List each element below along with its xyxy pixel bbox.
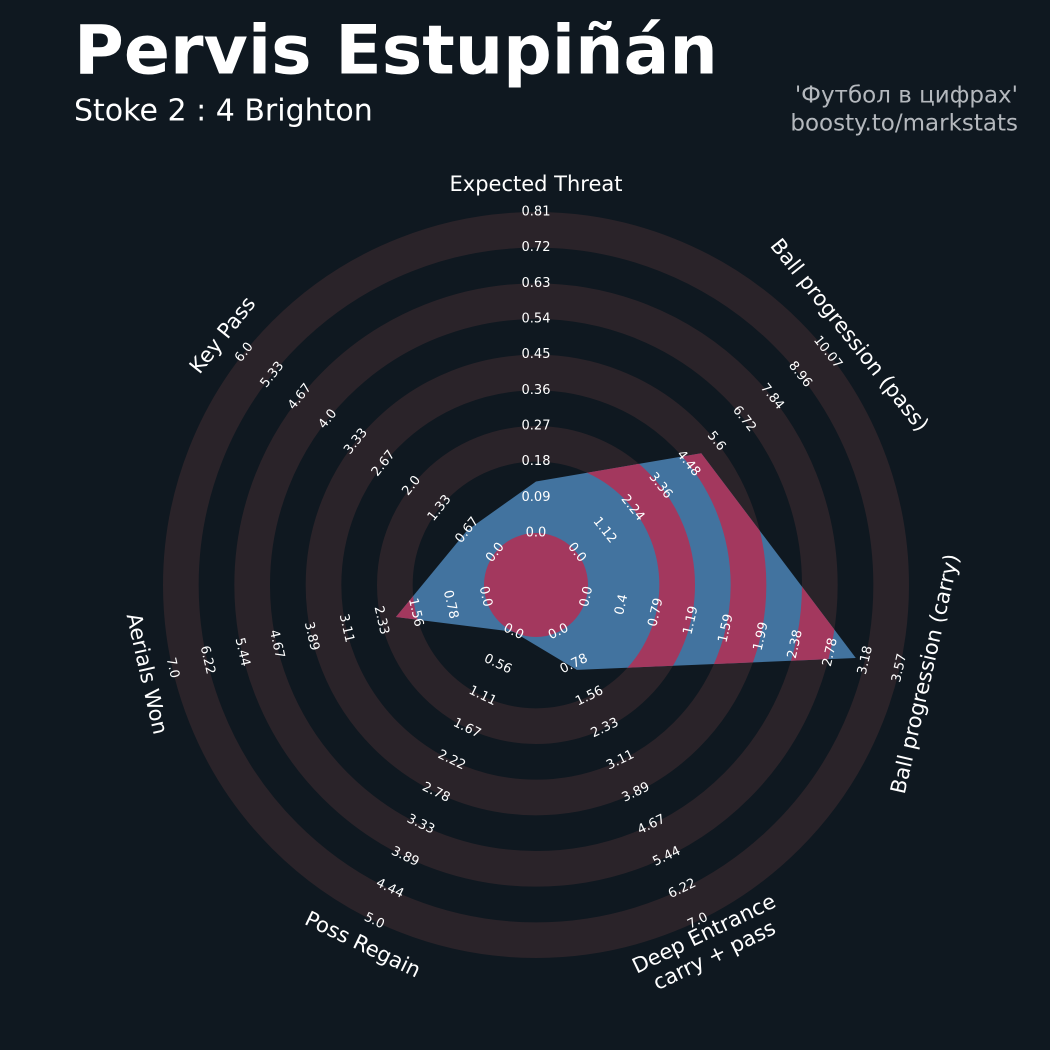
tick-label: 0.45 xyxy=(522,347,551,362)
tick-label: 3.11 xyxy=(336,613,357,645)
tick-label: 0.54 xyxy=(522,312,551,327)
center-circle xyxy=(484,533,588,637)
tick-label: 1.99 xyxy=(751,621,772,653)
tick-label: 0.72 xyxy=(522,240,551,255)
tick-label: 3.57 xyxy=(889,652,910,684)
tick-label: 1.56 xyxy=(405,597,426,629)
tick-label: 2.78 xyxy=(820,636,841,668)
tick-label: 2.33 xyxy=(371,605,392,637)
tick-label: 1.19 xyxy=(680,605,701,637)
tick-label: 3.89 xyxy=(301,620,322,652)
tick-label: 0.0 xyxy=(577,585,596,609)
tick-label: 0.0 xyxy=(476,585,495,609)
ring-band xyxy=(162,211,910,959)
tick-label: 0.63 xyxy=(522,276,551,291)
tick-label: 4.67 xyxy=(266,628,287,660)
chart-title: Pervis Estupiñán xyxy=(74,12,718,91)
tick-label: 5.44 xyxy=(232,636,253,668)
credit: boosty.to/markstats xyxy=(790,111,1018,137)
tick-label: 6.22 xyxy=(197,644,218,676)
tick-label: 7.0 xyxy=(163,656,182,680)
tick-label: 0.0 xyxy=(526,526,547,541)
param-label-line: Expected Threat xyxy=(450,172,623,196)
tick-label: 0.81 xyxy=(522,205,551,220)
tick-label: 0.36 xyxy=(522,383,551,398)
param-label: Expected Threat xyxy=(450,172,623,196)
tick-label: 0.09 xyxy=(522,490,551,505)
tick-label: 0.4 xyxy=(612,593,631,617)
tick-label: 0.27 xyxy=(522,419,551,434)
credit: 'Футбол в цифрах' xyxy=(795,83,1018,109)
tick-label: 3.18 xyxy=(855,644,876,676)
tick-label: 2.38 xyxy=(785,628,806,660)
ring-band xyxy=(234,283,838,887)
chart-subtitle: Stoke 2 : 4 Brighton xyxy=(74,94,373,129)
tick-label: 1.59 xyxy=(716,613,737,645)
tick-label: 0.78 xyxy=(440,589,461,621)
tick-label: 0.79 xyxy=(645,597,666,629)
tick-label: 0.18 xyxy=(522,454,551,469)
ring-highlight xyxy=(395,453,767,670)
ring-highlight xyxy=(395,453,696,670)
